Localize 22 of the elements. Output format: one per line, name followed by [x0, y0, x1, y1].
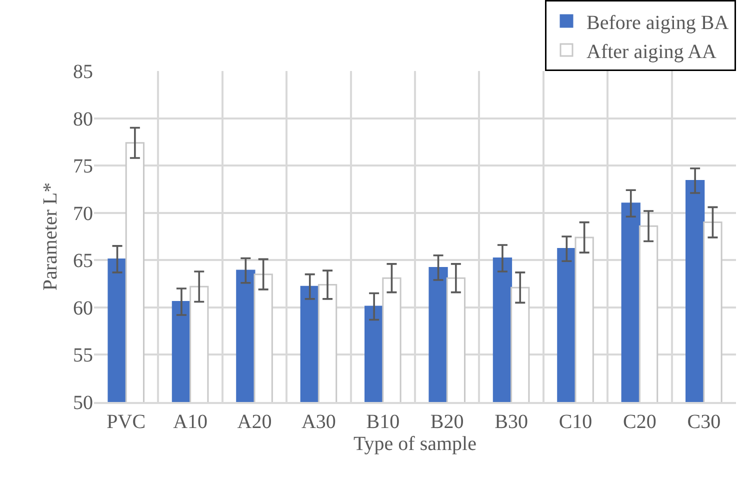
x-tick-label: C20	[623, 410, 656, 433]
x-tick-label: C10	[558, 410, 592, 433]
y-tick-label: 55	[73, 344, 93, 367]
y-tick-label: 70	[73, 202, 93, 225]
x-tick-label: B20	[430, 410, 464, 433]
y-axis-title: Parameter L*	[40, 182, 62, 291]
y-tick-label: 85	[73, 61, 93, 83]
x-tick-label: B10	[366, 410, 400, 433]
x-tick-label: B30	[494, 410, 528, 433]
legend-label: Before aiging BA	[586, 12, 730, 34]
x-tick-label: C30	[687, 410, 721, 433]
legend-label: After aiging AA	[586, 40, 718, 63]
y-tick-label: 50	[73, 392, 93, 414]
y-tick-label: 75	[73, 156, 93, 178]
x-tick-label: A20	[237, 410, 272, 433]
y-tick-label: 65	[73, 250, 93, 272]
x-axis-title: Type of sample	[353, 432, 477, 455]
x-tick-label: A10	[173, 410, 208, 433]
x-tick-label: A30	[301, 410, 336, 433]
x-tick-label: PVC	[106, 410, 146, 433]
y-tick-label: 80	[73, 108, 93, 130]
y-tick-label: 60	[73, 297, 93, 320]
